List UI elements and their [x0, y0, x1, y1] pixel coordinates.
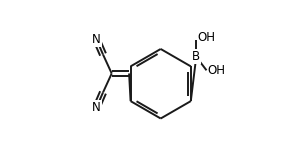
- Text: OH: OH: [207, 64, 225, 77]
- Text: B: B: [192, 50, 200, 63]
- Text: N: N: [92, 33, 101, 46]
- Text: N: N: [92, 101, 101, 114]
- Text: OH: OH: [197, 31, 215, 44]
